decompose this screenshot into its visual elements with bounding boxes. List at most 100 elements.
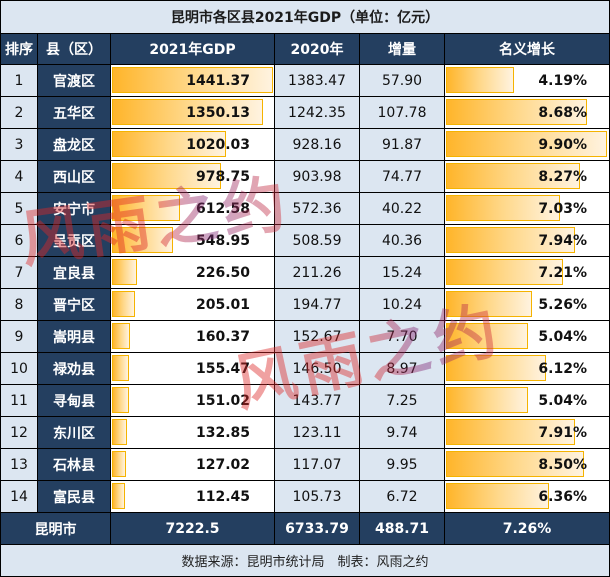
growth-value: 7.21% [538, 264, 587, 281]
growth-value: 5.26% [538, 296, 587, 313]
growth-data-bar [446, 483, 549, 509]
gdp2021-value: 1441.37 [186, 72, 250, 89]
table-row: 6 呈贡区 548.95 508.59 40.36 7.94% [1, 225, 609, 257]
growth-cell: 9.90% [445, 129, 609, 161]
county-name: 西山区 [53, 169, 95, 186]
rank-cell: 3 [1, 129, 38, 161]
table-row: 9 嵩明县 160.37 152.67 7.70 5.04% [1, 321, 609, 353]
growth-data-bar [446, 291, 532, 317]
gdp2020-value: 903.98 [292, 168, 342, 185]
growth-data-bar [446, 227, 575, 253]
gdp-data-bar [112, 67, 273, 93]
gdp-data-bar [112, 451, 126, 477]
rank-value: 13 [10, 456, 28, 473]
gdp2021-cell: 978.75 [111, 161, 275, 193]
county-name: 晋宁区 [53, 297, 95, 314]
gdp-data-bar [112, 323, 130, 349]
growth-data-bar [446, 323, 528, 349]
gdp-data-bar [112, 131, 226, 157]
county-cell: 五华区 [38, 97, 111, 129]
header-gdp2020: 2020年 [275, 34, 360, 65]
gdp2020-value: 117.07 [292, 456, 342, 473]
gdp2020-value: 211.26 [292, 264, 342, 281]
gdp2020-cell: 211.26 [275, 257, 360, 289]
rank-cell: 11 [1, 385, 38, 417]
gdp2020-cell: 1383.47 [275, 65, 360, 97]
growth-data-bar [446, 419, 575, 445]
gdp2021-value: 151.02 [195, 392, 250, 409]
gdp2021-value: 155.47 [195, 360, 250, 377]
county-cell: 嵩明县 [38, 321, 111, 353]
gdp2021-value: 127.02 [195, 456, 250, 473]
gdp2021-value: 160.37 [195, 328, 250, 345]
gdp2020-cell: 508.59 [275, 225, 360, 257]
table-row: 8 晋宁区 205.01 194.77 10.24 5.26% [1, 289, 609, 321]
growth-value: 7.91% [538, 424, 587, 441]
growth-cell: 6.36% [445, 481, 609, 513]
gdp-data-bar [112, 227, 173, 253]
growth-cell: 5.26% [445, 289, 609, 321]
increase-value: 57.90 [381, 72, 423, 89]
table-row: 7 宜良县 226.50 211.26 15.24 7.21% [1, 257, 609, 289]
gdp2020-cell: 117.07 [275, 449, 360, 481]
rank-value: 11 [10, 392, 28, 409]
gdp-data-bar [112, 483, 125, 509]
gdp2021-value: 1350.13 [186, 104, 250, 121]
increase-value: 40.22 [381, 200, 423, 217]
gdp2021-cell: 226.50 [111, 257, 275, 289]
table-row: 13 石林县 127.02 117.07 9.95 8.50% [1, 449, 609, 481]
gdp2021-value: 548.95 [195, 232, 250, 249]
growth-value: 8.50% [538, 456, 587, 473]
gdp2021-cell: 548.95 [111, 225, 275, 257]
gdp2021-cell: 132.85 [111, 417, 275, 449]
increase-cell: 7.25 [360, 385, 445, 417]
rank-cell: 1 [1, 65, 38, 97]
gdp2021-value: 112.45 [195, 488, 250, 505]
table-row: 2 五华区 1350.13 1242.35 107.78 8.68% [1, 97, 609, 129]
growth-cell: 8.27% [445, 161, 609, 193]
growth-value: 8.68% [538, 104, 587, 121]
gdp2020-cell: 572.36 [275, 193, 360, 225]
table-row: 10 禄劝县 155.47 146.50 8.97 6.12% [1, 353, 609, 385]
rank-value: 8 [14, 296, 24, 313]
county-cell: 西山区 [38, 161, 111, 193]
source-note: 数据来源：昆明市统计局 制表：风雨之约 [1, 545, 609, 576]
increase-cell: 7.70 [360, 321, 445, 353]
rank-cell: 5 [1, 193, 38, 225]
rank-cell: 12 [1, 417, 38, 449]
rank-value: 6 [14, 232, 24, 249]
county-name: 富民县 [53, 489, 95, 506]
header-increase: 增量 [360, 34, 445, 65]
rank-cell: 7 [1, 257, 38, 289]
gdp2020-cell: 146.50 [275, 353, 360, 385]
growth-value: 6.12% [538, 360, 587, 377]
total-name: 昆明市 [1, 513, 111, 545]
rank-cell: 2 [1, 97, 38, 129]
rank-value: 2 [14, 104, 24, 121]
county-name: 嵩明县 [53, 329, 95, 346]
gdp2020-cell: 123.11 [275, 417, 360, 449]
gdp-data-bar [112, 259, 137, 285]
gdp-data-bar [112, 355, 129, 381]
gdp2020-value: 123.11 [292, 424, 342, 441]
gdp2021-value: 205.01 [195, 296, 250, 313]
rank-value: 1 [14, 72, 24, 89]
rank-value: 5 [14, 200, 24, 217]
gdp2021-cell: 112.45 [111, 481, 275, 513]
header-rank: 排序 [1, 34, 38, 65]
county-cell: 石林县 [38, 449, 111, 481]
growth-data-bar [446, 451, 584, 477]
increase-value: 15.24 [381, 264, 423, 281]
growth-value: 5.04% [538, 392, 587, 409]
gdp2021-cell: 205.01 [111, 289, 275, 321]
growth-cell: 5.04% [445, 321, 609, 353]
growth-value: 7.03% [538, 200, 587, 217]
header-growth: 名义增长 [445, 34, 609, 65]
increase-cell: 10.24 [360, 289, 445, 321]
rank-value: 3 [14, 136, 24, 153]
rank-value: 9 [14, 328, 24, 345]
county-name: 安宁市 [53, 201, 95, 218]
gdp2020-cell: 143.77 [275, 385, 360, 417]
rank-cell: 9 [1, 321, 38, 353]
growth-value: 7.94% [538, 232, 587, 249]
